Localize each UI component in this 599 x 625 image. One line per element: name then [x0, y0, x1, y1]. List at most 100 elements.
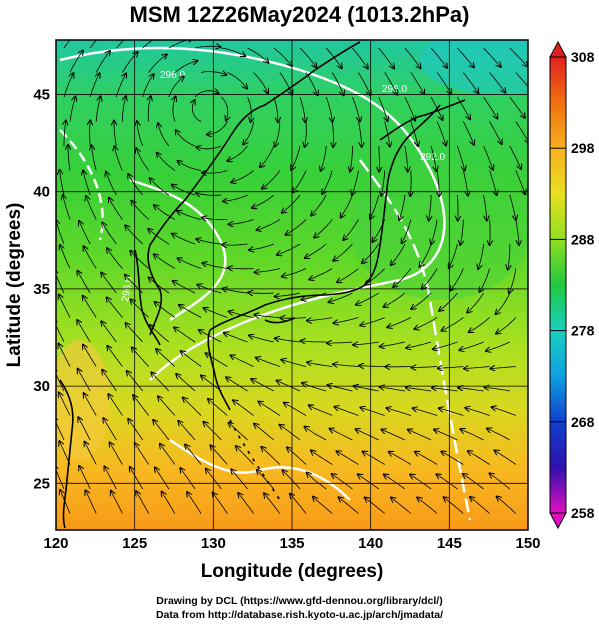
streamline [60, 170, 65, 196]
streamline [384, 292, 406, 307]
streamline [196, 146, 222, 149]
streamline [439, 408, 464, 416]
streamline [107, 248, 123, 269]
streamline [196, 239, 222, 245]
streamline [436, 474, 458, 490]
streamline [429, 194, 432, 220]
streamline [208, 399, 228, 416]
streamline [430, 47, 447, 68]
streamline [199, 330, 222, 343]
streamline [515, 170, 525, 195]
streamline [515, 121, 528, 144]
x-tick-label: 145 [437, 535, 462, 552]
streamline [509, 194, 516, 220]
streamline [358, 72, 370, 96]
streamline [178, 421, 196, 441]
streamline [150, 178, 170, 196]
streamline [247, 47, 269, 63]
streamline [173, 97, 176, 122]
colorbar-tick-label: 308 [571, 49, 595, 65]
streamline [305, 243, 327, 258]
streamline [203, 422, 222, 441]
streamline [358, 121, 361, 147]
streamline [380, 387, 405, 392]
streamline [391, 498, 412, 514]
streamline [496, 317, 517, 334]
streamline [509, 47, 528, 66]
contour-label: 296.0 [160, 70, 185, 81]
streamline [359, 366, 385, 367]
streamline [107, 297, 123, 318]
streamline [277, 243, 301, 255]
streamline [260, 145, 275, 167]
streamline [469, 317, 490, 333]
streamline [227, 72, 247, 89]
streamline [339, 497, 359, 514]
coastlines [59, 41, 466, 529]
streamline [434, 430, 458, 441]
streamline [185, 445, 202, 465]
streamline [137, 121, 144, 147]
credit-drawing: Drawing by DCL (https://www.gfd-dennou.o… [156, 595, 443, 607]
streamline [236, 446, 254, 465]
streamline [256, 358, 280, 367]
streamline [483, 145, 493, 170]
x-tick-label: 135 [279, 535, 304, 552]
streamline [508, 244, 510, 270]
plot-frame [55, 39, 529, 531]
streamline [458, 388, 484, 392]
streamline [431, 219, 438, 245]
streamline [204, 308, 228, 318]
streamline [486, 341, 510, 351]
streamline [280, 425, 301, 441]
streamline [408, 430, 432, 441]
streamline [485, 387, 510, 392]
streamline [154, 254, 176, 269]
streamline [391, 243, 406, 265]
colorbar-tick-label: 298 [571, 140, 595, 156]
streamline [221, 47, 245, 56]
streamline [148, 229, 170, 245]
streamline [264, 493, 281, 514]
streamline [106, 172, 117, 196]
streamline [172, 185, 196, 196]
streamline [231, 469, 248, 490]
streamline [460, 429, 484, 441]
streamline [415, 452, 438, 465]
streamline [378, 96, 388, 121]
streamline [331, 72, 344, 96]
streamline [78, 271, 91, 294]
streamline [515, 72, 528, 92]
y-tick-label: 40 [33, 184, 50, 201]
streamline [178, 258, 202, 269]
streamline [283, 470, 301, 490]
streamline [489, 72, 506, 93]
streamline [56, 368, 65, 392]
y-tick-label: 30 [33, 378, 50, 395]
streamline [226, 377, 248, 392]
streamline [192, 100, 202, 122]
streamline [494, 450, 517, 465]
streamline [128, 419, 144, 441]
streamline [59, 295, 71, 318]
streamline [125, 225, 143, 245]
streamline [158, 123, 170, 147]
streamline [154, 205, 176, 220]
streamline [444, 497, 464, 514]
streamline [282, 194, 301, 213]
streamline [223, 194, 248, 201]
colorbar: 308 298 288 278 268 258 [549, 40, 595, 530]
streamline [59, 393, 71, 416]
streamline [122, 96, 125, 122]
streamline [379, 145, 380, 172]
streamline [92, 145, 97, 171]
streamline [341, 194, 353, 218]
streamline [479, 268, 490, 292]
colorbar-bottom-arrow [549, 512, 567, 530]
streamline [432, 388, 458, 392]
streamline [325, 96, 332, 122]
y-axis-label: Latitude (degrees) [4, 203, 25, 368]
streamline [402, 219, 412, 244]
streamline [332, 121, 333, 148]
streamline [356, 429, 379, 441]
